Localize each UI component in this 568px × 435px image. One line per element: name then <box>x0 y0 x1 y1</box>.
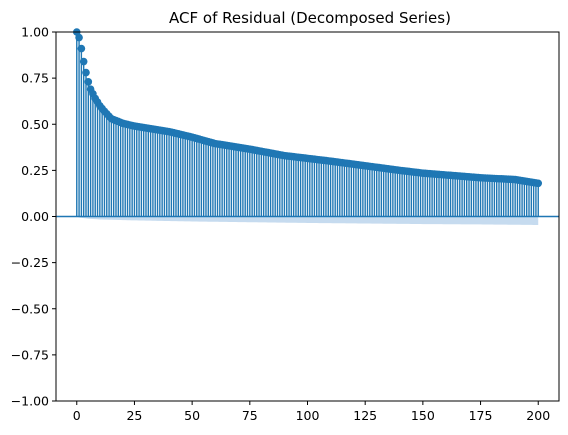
x-tick-label: 50 <box>184 408 200 423</box>
acf-marker <box>82 68 90 77</box>
x-tick-label: 0 <box>73 408 81 423</box>
x-tick-label: 75 <box>242 408 258 423</box>
y-tick-label: 1.00 <box>21 25 49 40</box>
x-tick-label: 125 <box>353 408 377 423</box>
y-tick-label: −0.75 <box>11 347 49 362</box>
y-tick-label: −0.25 <box>11 255 49 270</box>
y-tick-label: 0.75 <box>21 71 49 86</box>
confidence-band-layer <box>76 216 539 225</box>
x-tick-label: 150 <box>411 408 435 423</box>
x-tick-label: 100 <box>296 408 320 423</box>
axes-layer: −1.00 −0.75 −0.50 −0.25 0.00 0.25 0.50 0.75 1.00… <box>11 25 560 423</box>
stem-layer <box>72 28 543 217</box>
acf-marker <box>77 44 86 53</box>
acf-marker <box>79 57 88 66</box>
acf-marker <box>75 33 83 42</box>
y-tick-label: −1.00 <box>11 394 49 409</box>
y-tick-label: −0.50 <box>11 301 49 316</box>
y-tick-label: 0.25 <box>21 163 49 178</box>
y-tick-label: 0.50 <box>21 117 49 132</box>
confidence-band <box>76 216 539 225</box>
x-tick-label: 175 <box>469 408 493 423</box>
x-tick-label: 25 <box>126 408 142 423</box>
acf-marker <box>534 179 543 188</box>
chart-title: ACF of Residual (Decomposed Series) <box>169 9 451 27</box>
acf-marker <box>84 78 93 86</box>
x-tick-label: 200 <box>526 408 550 423</box>
y-tick-label: 0.00 <box>21 209 49 224</box>
